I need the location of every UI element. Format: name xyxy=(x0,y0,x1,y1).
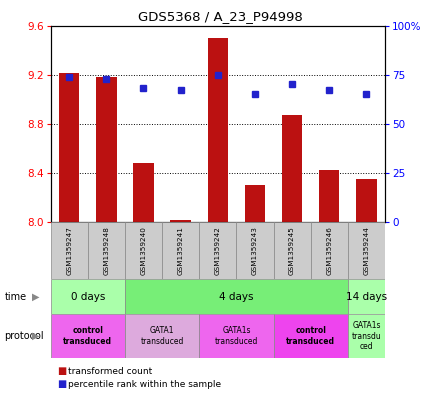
Text: time: time xyxy=(4,292,26,302)
Text: GDS5368 / A_23_P94998: GDS5368 / A_23_P94998 xyxy=(138,10,302,23)
Text: 14 days: 14 days xyxy=(346,292,387,302)
Bar xyxy=(162,222,199,279)
Text: GSM1359240: GSM1359240 xyxy=(140,226,147,275)
Text: 0 days: 0 days xyxy=(70,292,105,302)
Bar xyxy=(51,314,125,358)
Bar xyxy=(88,222,125,279)
Text: GSM1359247: GSM1359247 xyxy=(66,226,72,275)
Bar xyxy=(170,220,191,222)
Text: GSM1359248: GSM1359248 xyxy=(103,226,109,275)
Bar xyxy=(236,222,274,279)
Text: GATA1
transduced: GATA1 transduced xyxy=(140,326,184,346)
Bar xyxy=(274,222,311,279)
Text: ▶: ▶ xyxy=(32,292,39,302)
Bar xyxy=(311,222,348,279)
Bar xyxy=(125,314,199,358)
Text: protocol: protocol xyxy=(4,331,44,341)
Bar xyxy=(348,314,385,358)
Text: control
transduced: control transduced xyxy=(286,326,335,346)
Text: transformed count: transformed count xyxy=(68,367,152,376)
Bar xyxy=(348,279,385,314)
Text: GATA1s
transduced: GATA1s transduced xyxy=(215,326,258,346)
Bar xyxy=(51,222,88,279)
Text: ■: ■ xyxy=(57,379,66,389)
Text: GSM1359241: GSM1359241 xyxy=(178,226,183,275)
Text: GSM1359245: GSM1359245 xyxy=(289,226,295,275)
Bar xyxy=(51,279,125,314)
Bar xyxy=(208,38,228,222)
Text: GSM1359246: GSM1359246 xyxy=(326,226,332,275)
Text: GSM1359244: GSM1359244 xyxy=(363,226,370,275)
Bar xyxy=(125,279,348,314)
Bar xyxy=(319,171,340,222)
Bar xyxy=(356,179,377,222)
Bar xyxy=(133,163,154,222)
Text: GSM1359242: GSM1359242 xyxy=(215,226,221,275)
Bar xyxy=(245,185,265,222)
Bar xyxy=(274,314,348,358)
Text: percentile rank within the sample: percentile rank within the sample xyxy=(68,380,221,389)
Bar xyxy=(96,77,117,222)
Bar xyxy=(125,222,162,279)
Bar xyxy=(199,314,274,358)
Bar xyxy=(348,222,385,279)
Bar xyxy=(199,222,236,279)
Text: control
transduced: control transduced xyxy=(63,326,112,346)
Text: ■: ■ xyxy=(57,366,66,376)
Bar xyxy=(282,115,302,222)
Text: GSM1359243: GSM1359243 xyxy=(252,226,258,275)
Text: ▶: ▶ xyxy=(32,331,39,341)
Bar xyxy=(59,73,79,222)
Text: 4 days: 4 days xyxy=(219,292,253,302)
Text: GATA1s
transdu
ced: GATA1s transdu ced xyxy=(352,321,381,351)
